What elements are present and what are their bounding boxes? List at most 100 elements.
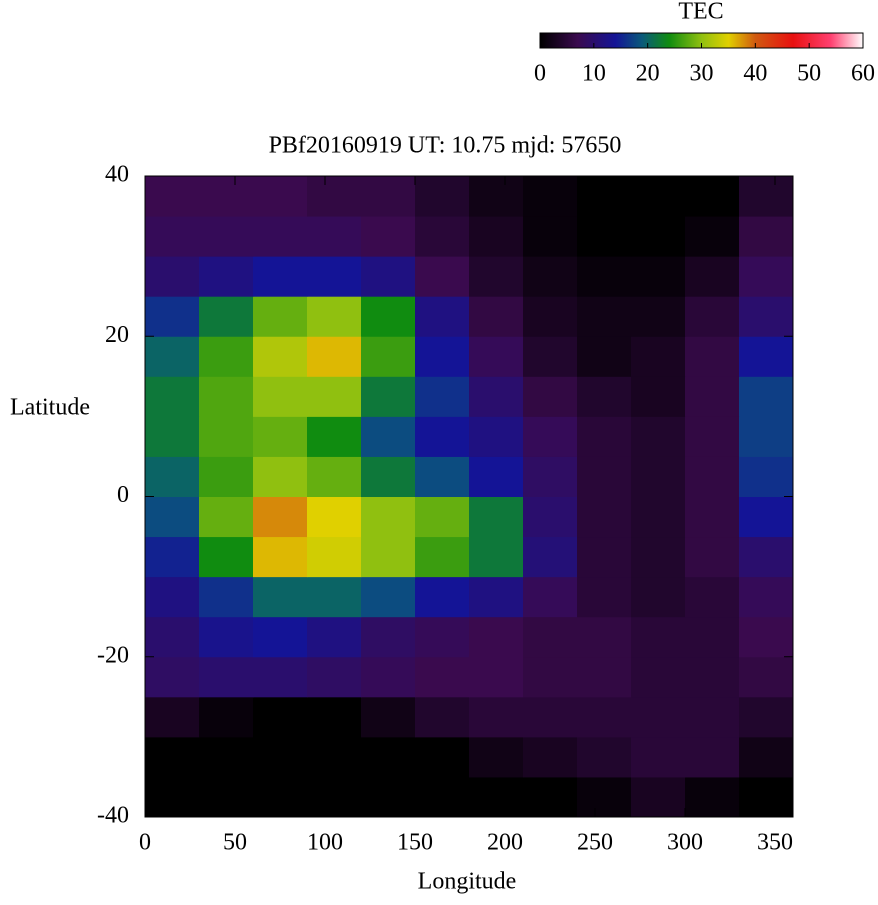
heatmap-cell <box>199 456 254 497</box>
heatmap-cell <box>739 656 794 698</box>
heatmap-cell <box>631 256 686 297</box>
heatmap-cell <box>469 616 524 658</box>
heatmap-cell <box>469 416 524 457</box>
heatmap-cell <box>685 176 740 217</box>
heatmap-cell <box>631 496 686 538</box>
heatmap-cell <box>307 496 362 538</box>
heatmap-cell <box>145 216 200 257</box>
heatmap-cell <box>361 376 416 417</box>
heatmap-cell <box>199 416 254 457</box>
heatmap-cell <box>739 456 794 497</box>
heatmap-cell <box>415 256 470 297</box>
heatmap-cell <box>577 456 632 497</box>
heatmap-cell <box>523 576 578 618</box>
heatmap-cell <box>307 416 362 457</box>
heatmap-cell <box>469 576 524 618</box>
heatmap-cell <box>145 376 200 417</box>
heatmap-cell <box>199 696 254 738</box>
heatmap-cell <box>739 416 794 457</box>
heatmap-cell <box>361 616 416 658</box>
heatmap-cell <box>577 496 632 538</box>
heatmap-cell <box>523 536 578 578</box>
heatmap-cell <box>361 176 416 217</box>
heatmap-cell <box>361 416 416 457</box>
heatmap-cell <box>145 496 200 538</box>
heatmap-cell <box>145 656 200 698</box>
x-tick-label: 350 <box>757 830 793 856</box>
heatmap-cell <box>631 536 686 578</box>
heatmap-cell <box>685 656 740 698</box>
heatmap-cell <box>361 296 416 337</box>
heatmap-cell <box>523 176 578 217</box>
heatmap-cell <box>577 536 632 578</box>
heatmap-cell <box>685 536 740 578</box>
colorbar-title: TEC <box>678 0 723 25</box>
heatmap-cell <box>253 416 308 457</box>
heatmap-cell <box>685 416 740 457</box>
heatmap-cell <box>577 216 632 257</box>
heatmap-cell <box>361 216 416 257</box>
heatmap-cell <box>577 416 632 457</box>
heatmap-cell <box>199 176 254 217</box>
heatmap-cell <box>199 256 254 297</box>
heatmap-cell <box>523 776 578 818</box>
heatmap-cell <box>199 496 254 538</box>
heatmap-cell <box>739 376 794 417</box>
heatmap-cell <box>145 536 200 578</box>
heatmap-cell <box>523 616 578 658</box>
heatmap-cell <box>577 336 632 377</box>
heatmap-cell <box>739 256 794 297</box>
heatmap-cell <box>361 656 416 698</box>
heatmap-cell <box>631 336 686 377</box>
heatmap-cell <box>415 296 470 337</box>
heatmap-cell <box>253 256 308 297</box>
heatmap-cell <box>685 696 740 738</box>
heatmap-cell <box>415 616 470 658</box>
heatmap-cell <box>253 616 308 658</box>
heatmap-cell <box>253 736 308 778</box>
heatmap-cell <box>253 696 308 738</box>
heatmap-cell <box>253 576 308 618</box>
heatmap-cell <box>253 216 308 257</box>
heatmap-cell <box>739 536 794 578</box>
heatmap-cell <box>361 256 416 297</box>
heatmap-cell <box>631 176 686 217</box>
heatmap-cell <box>631 456 686 497</box>
heatmap-cell <box>199 536 254 578</box>
heatmap-cell <box>739 496 794 538</box>
heatmap-cell <box>415 536 470 578</box>
heatmap-cell <box>145 256 200 297</box>
heatmap-cell <box>253 376 308 417</box>
heatmap-cell <box>415 576 470 618</box>
colorbar-tick-label: 0 <box>534 61 546 87</box>
heatmap-cell <box>577 656 632 698</box>
heatmap-cell <box>199 616 254 658</box>
heatmap-cell <box>631 376 686 417</box>
heatmap-cell <box>469 656 524 698</box>
heatmap-cell <box>361 496 416 538</box>
heatmap-cell <box>631 656 686 698</box>
heatmap-cell <box>253 496 308 538</box>
heatmap-cell <box>685 496 740 538</box>
heatmap-cell <box>577 776 632 818</box>
heatmap-cell <box>415 456 470 497</box>
y-tick-label: 20 <box>105 322 129 348</box>
heatmap-cell <box>469 216 524 257</box>
x-tick-label: 100 <box>307 830 343 856</box>
x-tick-label: 0 <box>139 830 151 856</box>
heatmap-cell <box>631 736 686 778</box>
heatmap-cell <box>469 536 524 578</box>
heatmap-cell <box>631 576 686 618</box>
heatmap-cell <box>631 416 686 457</box>
heatmap-cell <box>307 576 362 618</box>
heatmap-cell <box>253 536 308 578</box>
heatmap-cell <box>523 376 578 417</box>
colorbar-tick-label: 30 <box>690 61 714 87</box>
heatmap-cell <box>631 296 686 337</box>
heatmap-cell <box>307 376 362 417</box>
heatmap-cell <box>415 776 470 818</box>
heatmap-cell <box>307 656 362 698</box>
heatmap-cell <box>361 536 416 578</box>
colorbar-tick-label: 60 <box>851 61 875 87</box>
heatmap-cell <box>145 416 200 457</box>
